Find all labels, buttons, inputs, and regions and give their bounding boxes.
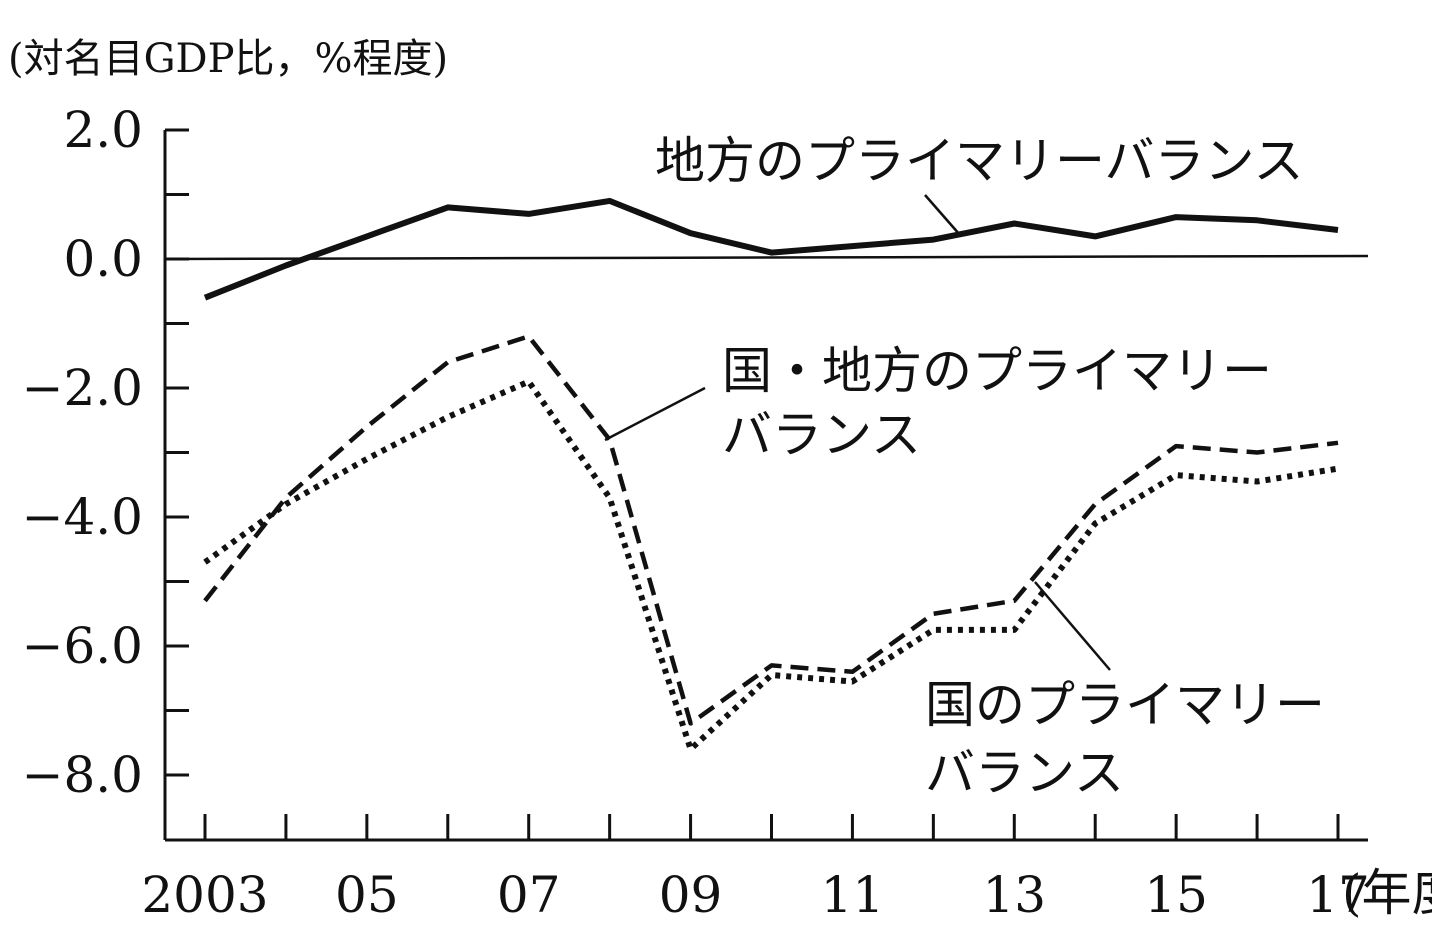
y-tick-label: 0.0	[63, 230, 143, 288]
y-tick-label: 2.0	[63, 101, 143, 159]
x-tick-label: 09	[659, 866, 723, 924]
series-label-2: 国・地方のプライマリー	[722, 342, 1272, 400]
series-label-1: 地方のプライマリーバランス	[655, 132, 1304, 190]
y-tick-label: −8.0	[22, 746, 143, 804]
leader-line-3	[1034, 581, 1111, 671]
zero-line	[164, 254, 1369, 261]
series-label-2: バランス	[722, 406, 921, 464]
y-tick-label: −4.0	[22, 488, 143, 546]
series-label-3: 国のプライマリー	[925, 676, 1325, 734]
series-line-2	[203, 334, 1339, 726]
x-tick-label: 05	[335, 866, 399, 924]
y-axis-unit-label: (対名目GDP比，%程度)	[8, 36, 448, 82]
tick-labels: 2.0 0.0 −2.0 −4.0 −6.0 −8.0 2003 05 07 09 11 13 15 17	[22, 101, 1370, 924]
series-label-3: バランス	[925, 744, 1124, 802]
y-tick-label: −6.0	[22, 617, 143, 675]
series-line-1	[203, 197, 1339, 301]
x-tick-label: 17	[1306, 866, 1370, 924]
x-axis-unit-label: (年度)	[1342, 864, 1432, 922]
leader-line-2	[604, 386, 706, 442]
ticks	[165, 128, 1340, 840]
x-tick-label: 2003	[141, 866, 268, 924]
leader-line-1	[924, 194, 961, 236]
x-tick-label: 07	[497, 866, 561, 924]
y-tick-label: −2.0	[22, 359, 143, 417]
x-tick-label: 13	[982, 866, 1046, 924]
series-lines	[203, 197, 1339, 753]
x-tick-label: 15	[1144, 866, 1208, 924]
series-line-3	[203, 378, 1339, 753]
x-tick-label: 11	[821, 866, 885, 924]
